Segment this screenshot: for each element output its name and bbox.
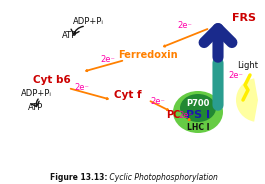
Text: Light: Light — [237, 61, 258, 70]
Wedge shape — [236, 78, 258, 122]
Text: 2e⁻: 2e⁻ — [100, 56, 116, 65]
Ellipse shape — [180, 94, 216, 122]
Text: FRS: FRS — [232, 13, 256, 23]
Text: Ferredoxin: Ferredoxin — [118, 50, 178, 60]
Text: P700: P700 — [186, 100, 210, 109]
Text: ADP+Pᵢ: ADP+Pᵢ — [21, 89, 51, 98]
Text: Figure 13.13:: Figure 13.13: — [50, 174, 108, 183]
Text: 2e⁻: 2e⁻ — [228, 70, 243, 79]
Text: 2e⁻: 2e⁻ — [179, 111, 193, 119]
Ellipse shape — [173, 91, 223, 133]
Text: 2e⁻: 2e⁻ — [151, 98, 165, 107]
Text: ADP+Pᵢ: ADP+Pᵢ — [73, 17, 103, 26]
Text: ATP: ATP — [28, 103, 44, 112]
Text: Cyclic Photophosphorylation: Cyclic Photophosphorylation — [107, 174, 218, 183]
Text: Cyt b6: Cyt b6 — [33, 75, 71, 85]
Text: LHC I: LHC I — [187, 123, 209, 132]
Text: PS I: PS I — [186, 110, 210, 120]
Text: ATP: ATP — [62, 31, 78, 40]
Text: 2e⁻: 2e⁻ — [74, 84, 90, 93]
Text: Cyt f: Cyt f — [114, 90, 142, 100]
Text: PC: PC — [166, 110, 180, 120]
Text: 2e⁻: 2e⁻ — [178, 20, 192, 29]
